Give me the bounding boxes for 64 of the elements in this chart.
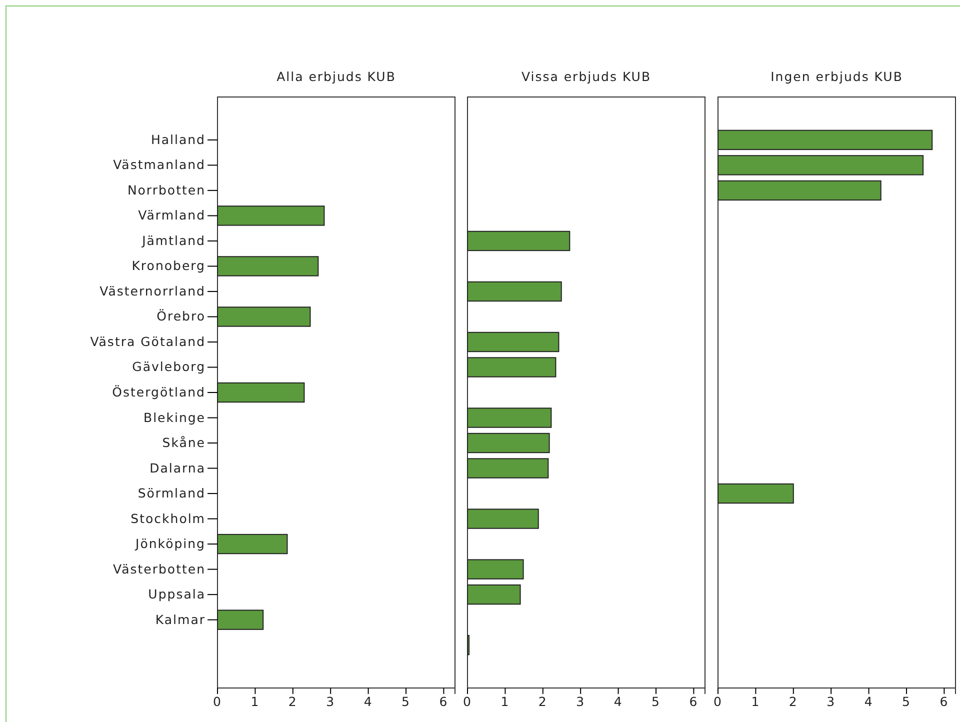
x-tick-label: 5 — [652, 694, 660, 709]
x-tick-label: 3 — [576, 694, 586, 709]
bar — [217, 256, 319, 276]
x-tick-label: 1 — [500, 694, 510, 709]
x-tick-label: 0 — [213, 694, 222, 709]
y-tick-label: Jönköping — [134, 536, 206, 552]
chart-title: Alla erbjuds KUB — [276, 69, 396, 84]
bar — [467, 281, 562, 302]
y-tick-label: Västernorrland — [100, 283, 206, 298]
y-tick-label: Sörmland — [138, 486, 206, 501]
x-tick-label: 3 — [326, 694, 336, 709]
bar — [467, 230, 570, 252]
x-tick-label: 2 — [288, 694, 298, 709]
bar — [217, 206, 325, 226]
y-tick-label: Kalmar — [155, 612, 206, 627]
bar — [718, 180, 882, 201]
bar — [217, 382, 305, 403]
bar — [467, 584, 521, 605]
bar — [467, 559, 524, 580]
x-tick-label: 6 — [689, 694, 698, 709]
x-tick-label: 4 — [364, 694, 373, 709]
x-tick-label: 2 — [538, 694, 548, 709]
bar — [467, 357, 556, 378]
bar — [718, 483, 794, 504]
bar — [467, 508, 539, 529]
x-tick-label: 0 — [714, 694, 722, 709]
bar — [467, 432, 550, 454]
y-tick-label: Gävleborg — [132, 359, 206, 374]
bar — [718, 130, 933, 150]
bar — [217, 534, 288, 554]
x-tick-label: 3 — [826, 694, 836, 709]
y-tick-label: Värmland — [138, 208, 206, 223]
chart-title: Ingen erbjuds KUB — [770, 69, 903, 84]
chart-title: Vissa erbjuds KUB — [521, 69, 652, 84]
bar — [467, 458, 549, 478]
x-tick-label: 6 — [940, 694, 949, 709]
x-tick-label: 6 — [439, 694, 448, 709]
bar — [467, 332, 560, 352]
y-tick-label: Örebro — [156, 308, 206, 324]
x-tick-label: 4 — [614, 694, 623, 709]
y-tick-label: Kronoberg — [132, 258, 206, 274]
y-tick-label: Västmanland — [113, 157, 206, 172]
y-tick-label: Östergötland — [112, 384, 206, 400]
x-tick-label: 0 — [463, 694, 472, 709]
y-tick-label: Norrbotten — [127, 182, 206, 198]
x-tick-label: 5 — [902, 694, 911, 709]
y-tick-label: Blekinge — [144, 410, 206, 425]
y-tick-label: Stockholm — [130, 510, 206, 526]
x-tick-label: 1 — [250, 694, 260, 709]
x-tick-label: 2 — [788, 694, 798, 709]
y-tick-label: Uppsala — [148, 586, 206, 602]
bar — [718, 155, 924, 176]
y-tick-label: Dalarna — [150, 460, 206, 476]
x-tick-label: 4 — [864, 694, 874, 709]
bar — [467, 408, 552, 428]
y-tick-label: Skåne — [162, 435, 206, 450]
y-tick-label: Västerbotten — [113, 561, 206, 576]
bar — [217, 610, 264, 630]
x-tick-label: 1 — [751, 694, 760, 709]
y-tick-label: Jämtland — [141, 232, 206, 248]
bar — [217, 306, 311, 327]
y-tick-label: Västra Götaland — [90, 334, 206, 349]
x-tick-label: 5 — [402, 694, 410, 709]
y-tick-label: Halland — [150, 132, 206, 147]
